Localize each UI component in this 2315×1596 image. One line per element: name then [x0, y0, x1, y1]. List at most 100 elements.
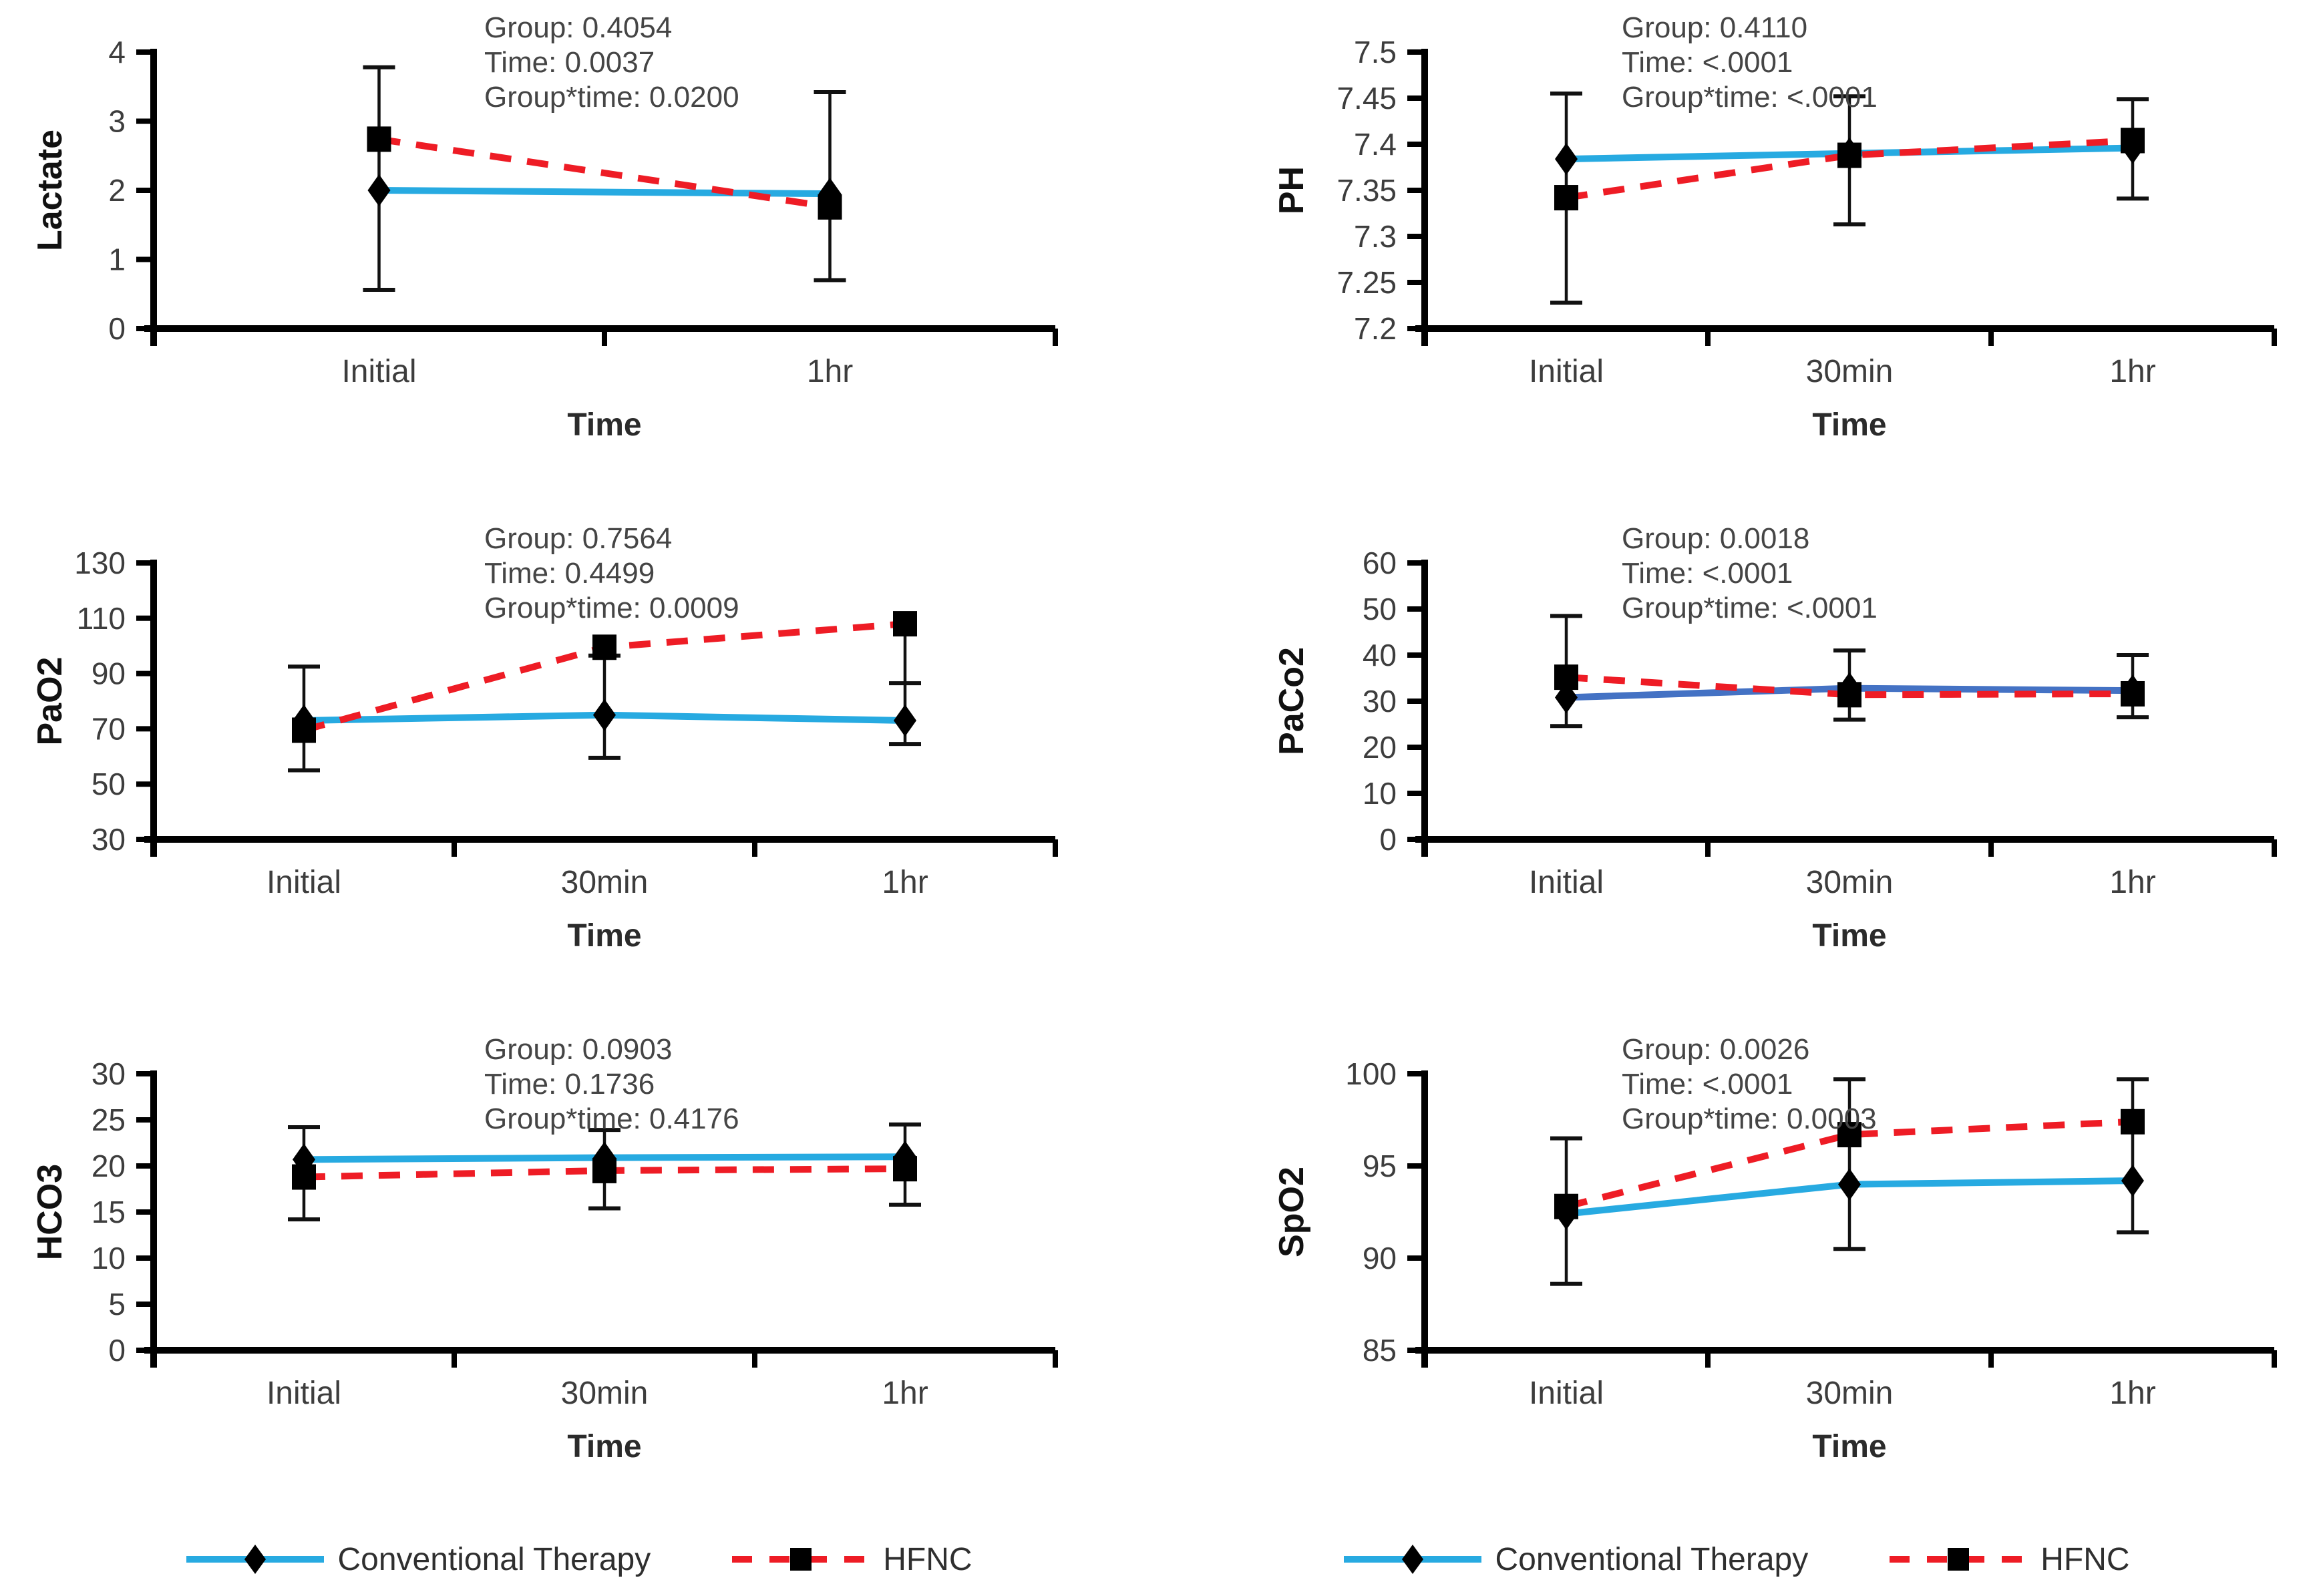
- svg-text:Initial: Initial: [266, 865, 341, 900]
- legend-label-conventional-therapy: Conventional Therapy: [1495, 1541, 1809, 1577]
- legend-item-conventional-therapy: Conventional Therapy: [1343, 1541, 1808, 1578]
- svg-text:20: 20: [92, 1149, 126, 1183]
- legend-left: Conventional Therapy HFNC: [0, 1523, 1158, 1596]
- svg-text:Time: Time: [1812, 918, 1886, 954]
- svg-text:Initial: Initial: [1529, 865, 1604, 900]
- panel-paco2: 0 10 20 30 40 50 60 Initial 30min 1hr PaCo2 Time Gro…: [1158, 511, 2315, 1022]
- svg-text:10: 10: [92, 1241, 126, 1275]
- svg-text:Group: 0.7564: Group: 0.7564: [484, 522, 672, 555]
- svg-text:Time: <.0001: Time: <.0001: [1622, 46, 1793, 79]
- svg-text:Group: 0.4110: Group: 0.4110: [1622, 11, 1807, 44]
- svg-text:Lactate: Lactate: [31, 130, 69, 251]
- svg-text:Time: <.0001: Time: <.0001: [1622, 557, 1793, 590]
- svg-text:Time: 0.4499: Time: 0.4499: [484, 557, 655, 590]
- svg-text:15: 15: [92, 1195, 126, 1229]
- conventional-therapy-line-swatch-icon: [1344, 1545, 1482, 1574]
- svg-text:7.35: 7.35: [1337, 173, 1397, 208]
- svg-text:30: 30: [92, 822, 126, 857]
- svg-text:7.4: 7.4: [1354, 127, 1397, 162]
- svg-text:Time: 0.0037: Time: 0.0037: [484, 46, 655, 79]
- svg-text:95: 95: [1363, 1149, 1397, 1183]
- svg-text:Time: 0.1736: Time: 0.1736: [484, 1068, 655, 1101]
- legend-label-hfnc: HFNC: [2040, 1541, 2130, 1577]
- svg-text:90: 90: [1363, 1241, 1397, 1275]
- svg-text:30min: 30min: [1806, 1376, 1894, 1411]
- svg-text:Group: 0.0018: Group: 0.0018: [1622, 522, 1809, 555]
- svg-text:Time: Time: [567, 918, 641, 954]
- svg-text:Initial: Initial: [266, 1376, 341, 1411]
- svg-text:Initial: Initial: [341, 354, 416, 389]
- svg-text:PaCo2: PaCo2: [1272, 647, 1311, 755]
- svg-text:Time: Time: [567, 407, 641, 443]
- svg-text:Time: Time: [1812, 1429, 1886, 1464]
- svg-text:Group*time: 0.0200: Group*time: 0.0200: [484, 81, 739, 114]
- svg-text:90: 90: [92, 656, 126, 691]
- panel-lactate: 0 1 2 3 4 Initial 1hr Lactate Time Group: 0.4054 T…: [0, 0, 1158, 511]
- panel-ph: 7.2 7.25 7.3 7.35 7.4 7.45 7.5 Initial 30min 1hr P…: [1158, 0, 2315, 511]
- svg-text:Group*time: 0.0009: Group*time: 0.0009: [484, 592, 739, 624]
- ph-chart: 7.2 7.25 7.3 7.35 7.4 7.45 7.5 Initial 30min 1hr P…: [1272, 11, 2277, 443]
- svg-text:40: 40: [1363, 638, 1397, 672]
- paco2-chart: 0 10 20 30 40 50 60 Initial 30min 1hr PaCo2 Time Gro…: [1272, 522, 2277, 954]
- svg-text:1: 1: [108, 242, 126, 277]
- svg-text:Initial: Initial: [1529, 354, 1604, 389]
- legend-item-hfnc: HFNC: [1888, 1541, 2130, 1578]
- svg-text:Time: <.0001: Time: <.0001: [1622, 1068, 1793, 1101]
- pao2-chart: 30 50 70 90 110 130 Initial 30min 1hr PaO2 Time Gro…: [31, 522, 1058, 954]
- svg-text:70: 70: [92, 711, 126, 746]
- svg-text:7.5: 7.5: [1354, 35, 1397, 69]
- svg-text:4: 4: [108, 35, 126, 69]
- svg-text:30min: 30min: [1806, 865, 1894, 900]
- svg-text:7.45: 7.45: [1337, 81, 1397, 116]
- svg-text:1hr: 1hr: [807, 354, 853, 389]
- svg-text:30min: 30min: [561, 1376, 649, 1411]
- svg-text:Group: 0.0903: Group: 0.0903: [484, 1033, 672, 1066]
- svg-text:100: 100: [1345, 1056, 1397, 1091]
- svg-text:Group*time: <.0001: Group*time: <.0001: [1622, 81, 1878, 114]
- svg-text:1hr: 1hr: [882, 865, 928, 900]
- svg-text:30: 30: [1363, 684, 1397, 719]
- spo2-chart: 85 90 95 100 Initial 30min 1hr SpO2 Time Group: 0…: [1272, 1033, 2277, 1464]
- panel-pao2: 30 50 70 90 110 130 Initial 30min 1hr PaO2 Time Gro…: [0, 511, 1158, 1022]
- svg-text:HCO3: HCO3: [31, 1164, 69, 1260]
- legend-right: Conventional Therapy HFNC: [1158, 1523, 2315, 1596]
- svg-text:110: 110: [77, 601, 126, 636]
- svg-text:1hr: 1hr: [2109, 1376, 2155, 1411]
- svg-text:Group: 0.0026: Group: 0.0026: [1622, 1033, 1809, 1066]
- svg-text:Group*time: <.0001: Group*time: <.0001: [1622, 592, 1878, 624]
- svg-text:7.25: 7.25: [1337, 265, 1397, 300]
- svg-text:Group: 0.4054: Group: 0.4054: [484, 11, 672, 44]
- svg-text:5: 5: [108, 1287, 126, 1322]
- legend-item-conventional-therapy: Conventional Therapy: [185, 1541, 651, 1578]
- svg-text:Time: Time: [1812, 407, 1886, 443]
- svg-text:0: 0: [108, 311, 126, 346]
- panel-hco3: 0 5 10 15 20 25 30 Initial 30min 1hr HCO3 Time Group…: [0, 1022, 1158, 1523]
- svg-text:Group*time: 0.4176: Group*time: 0.4176: [484, 1103, 739, 1135]
- svg-text:0: 0: [1379, 822, 1397, 857]
- svg-text:25: 25: [92, 1103, 126, 1137]
- conventional-therapy-line-swatch-icon: [186, 1545, 325, 1574]
- svg-text:50: 50: [1363, 592, 1397, 626]
- svg-text:Time: Time: [567, 1429, 641, 1464]
- svg-text:2: 2: [108, 173, 126, 208]
- svg-text:7.3: 7.3: [1354, 219, 1397, 254]
- hfnc-dashed-line-swatch-icon: [732, 1548, 870, 1571]
- svg-text:1hr: 1hr: [2109, 354, 2155, 389]
- svg-text:50: 50: [92, 767, 126, 801]
- svg-text:SpO2: SpO2: [1272, 1167, 1311, 1257]
- svg-text:30: 30: [92, 1056, 126, 1091]
- svg-text:60: 60: [1363, 546, 1397, 580]
- panel-spo2: 85 90 95 100 Initial 30min 1hr SpO2 Time Group: 0…: [1158, 1022, 2315, 1523]
- svg-text:30min: 30min: [561, 865, 649, 900]
- legend-label-hfnc: HFNC: [883, 1541, 972, 1577]
- svg-text:1hr: 1hr: [2109, 865, 2155, 900]
- svg-text:3: 3: [108, 104, 126, 139]
- legend-label-conventional-therapy: Conventional Therapy: [337, 1541, 651, 1577]
- svg-text:130: 130: [74, 546, 126, 580]
- svg-text:30min: 30min: [1806, 354, 1894, 389]
- svg-text:10: 10: [1363, 776, 1397, 811]
- svg-text:0: 0: [108, 1333, 126, 1368]
- legend-item-hfnc: HFNC: [731, 1541, 972, 1578]
- svg-text:PaO2: PaO2: [31, 657, 69, 746]
